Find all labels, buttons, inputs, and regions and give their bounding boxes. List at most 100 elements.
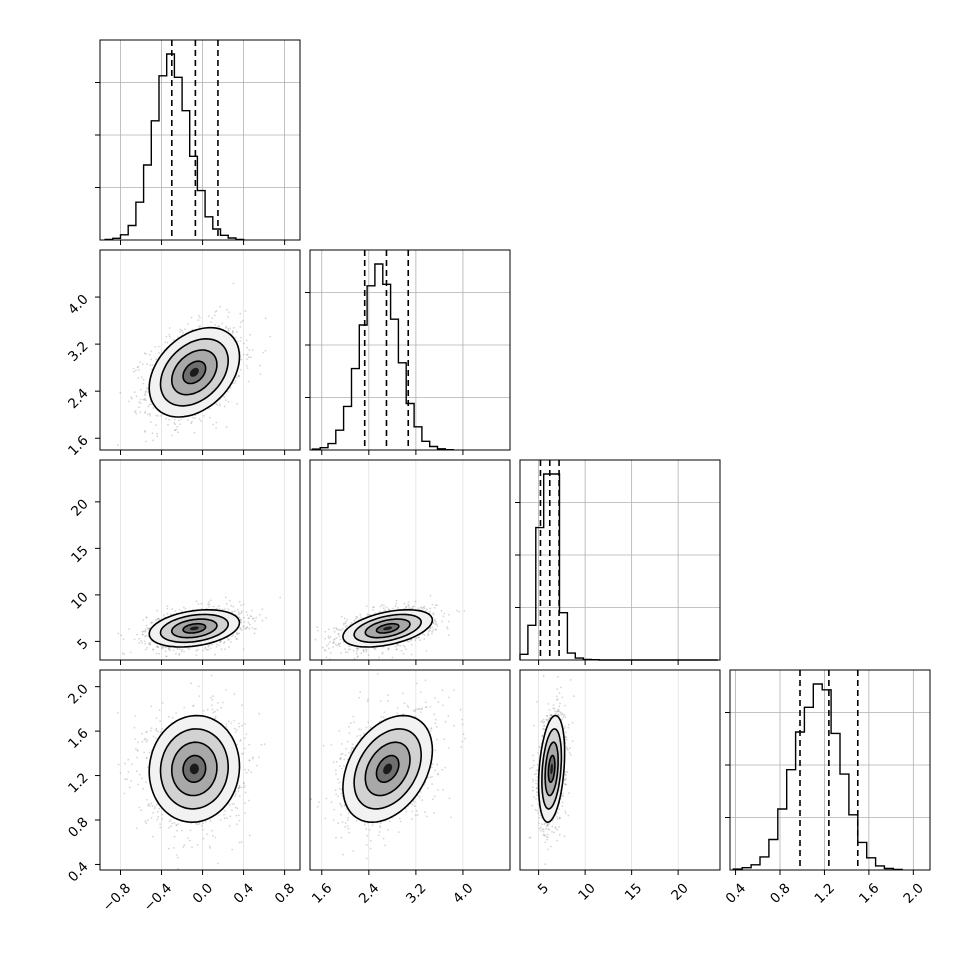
- sample-point: [234, 727, 236, 730]
- sample-point: [154, 346, 157, 348]
- sample-point: [327, 643, 330, 645]
- sample-point: [223, 642, 225, 644]
- sample-point: [197, 648, 199, 651]
- panel-frame: [99, 249, 301, 451]
- sample-point: [245, 626, 248, 629]
- sample-point: [241, 629, 243, 631]
- pair-panel-2-0: [95, 459, 301, 665]
- sample-point: [408, 605, 410, 607]
- marginal-panel-1: [305, 249, 511, 455]
- sample-point: [229, 641, 232, 643]
- sample-point: [333, 630, 336, 633]
- sample-point: [143, 630, 146, 633]
- sample-point: [175, 652, 177, 655]
- sample-point: [432, 621, 435, 624]
- sample-point: [261, 619, 264, 622]
- sample-point: [147, 627, 150, 630]
- sample-point: [141, 642, 143, 644]
- sample-point: [240, 610, 243, 613]
- sample-point: [209, 599, 212, 602]
- sample-point: [332, 642, 334, 644]
- sample-point: [219, 641, 222, 644]
- sample-point: [123, 653, 126, 656]
- sample-point: [216, 702, 219, 704]
- sample-point: [408, 640, 410, 643]
- sample-point: [144, 648, 147, 651]
- sample-point: [217, 325, 220, 327]
- sample-point: [242, 648, 245, 650]
- sample-point: [139, 411, 142, 414]
- sample-point: [400, 649, 403, 652]
- sample-point: [456, 609, 458, 612]
- sample-point: [211, 317, 213, 320]
- sample-point: [191, 328, 194, 331]
- sample-point: [239, 325, 242, 328]
- sample-point: [215, 421, 218, 424]
- sample-point: [253, 628, 256, 630]
- sample-point: [356, 616, 359, 618]
- sample-point: [346, 619, 349, 621]
- sample-point: [237, 611, 240, 613]
- sample-point: [156, 818, 159, 821]
- sample-point: [245, 627, 248, 630]
- sample-point: [208, 603, 211, 606]
- sample-point: [150, 358, 152, 361]
- sample-point: [209, 416, 211, 419]
- sample-point: [333, 638, 336, 641]
- sample-point: [146, 363, 148, 365]
- sample-point: [152, 835, 154, 838]
- sample-point: [150, 350, 153, 353]
- sample-point: [240, 621, 243, 623]
- sample-point: [344, 651, 347, 653]
- sample-point: [139, 388, 142, 391]
- sample-point: [211, 708, 214, 711]
- sample-point: [395, 599, 398, 602]
- sample-point: [447, 634, 450, 636]
- sample-point: [321, 646, 324, 649]
- sample-point: [242, 626, 244, 628]
- sample-point: [131, 763, 133, 766]
- sample-point: [148, 353, 151, 356]
- sample-point: [170, 825, 172, 828]
- sample-point: [138, 369, 140, 371]
- sample-point: [227, 329, 230, 332]
- sample-point: [244, 310, 247, 312]
- sample-point: [158, 352, 161, 354]
- sample-point: [198, 823, 201, 825]
- sample-point: [168, 646, 171, 649]
- sample-point: [234, 379, 237, 382]
- sample-point: [194, 414, 197, 417]
- sample-point: [432, 629, 435, 631]
- sample-point: [243, 784, 246, 787]
- sample-point: [132, 367, 135, 370]
- sample-point: [367, 614, 370, 617]
- sample-point: [411, 607, 414, 610]
- sample-point: [364, 648, 367, 651]
- sample-point: [219, 819, 222, 821]
- sample-point: [323, 649, 326, 651]
- sample-point: [137, 783, 140, 786]
- sample-point: [367, 654, 370, 657]
- sample-point: [168, 826, 171, 829]
- sample-point: [233, 382, 236, 384]
- sample-point: [184, 328, 186, 331]
- sample-point: [344, 625, 347, 628]
- sample-point: [333, 638, 336, 640]
- sample-point: [403, 602, 406, 605]
- sample-point: [432, 622, 435, 625]
- sample-point: [366, 613, 369, 615]
- sample-point: [123, 792, 126, 795]
- sample-point: [235, 376, 238, 379]
- sample-point: [372, 609, 374, 611]
- sample-point: [173, 835, 176, 838]
- sample-point: [152, 735, 155, 738]
- sample-point: [339, 642, 342, 645]
- sample-point: [202, 649, 205, 652]
- sample-point: [156, 646, 159, 648]
- sample-point: [158, 652, 160, 655]
- sample-point: [224, 608, 226, 610]
- sample-point: [136, 366, 139, 368]
- sample-point: [195, 600, 198, 603]
- sample-point: [356, 647, 358, 649]
- sample-point: [423, 605, 426, 608]
